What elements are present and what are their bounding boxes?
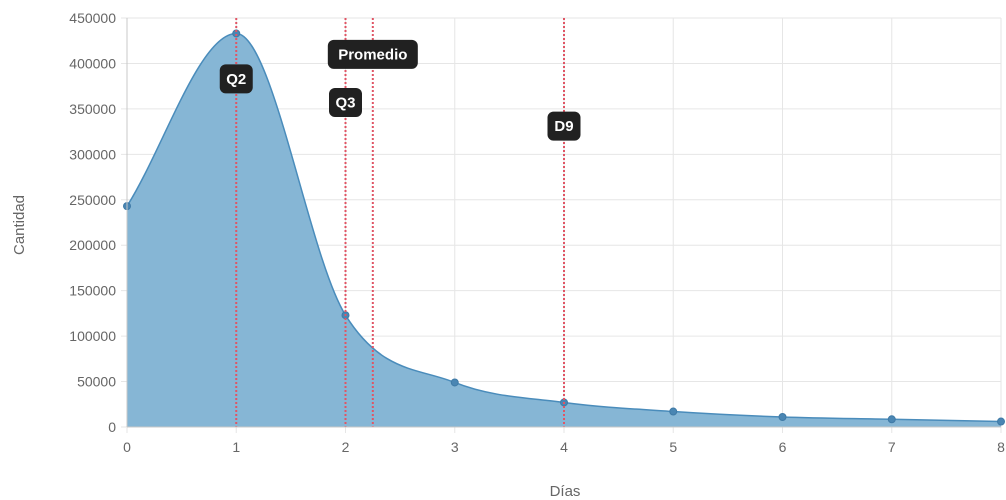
data-point[interactable] (669, 407, 678, 416)
y-tick-label: 100000 (69, 328, 116, 344)
annotations: Q2 Q3 Promedio D9 (219, 18, 581, 427)
data-point[interactable] (778, 413, 787, 422)
y-tick-label: 50000 (77, 374, 116, 390)
series-line (126, 32, 1002, 423)
annotation-label-bg (327, 39, 418, 69)
y-tick-label: 350000 (69, 101, 116, 117)
data-point[interactable] (232, 29, 241, 38)
axes: 0 50000 100000 150000 200000 250000 300000 3500… (69, 10, 1005, 455)
y-axis-title: Cantidad (11, 195, 28, 255)
x-tick-label: 8 (997, 439, 1005, 455)
x-tick-label: 2 (342, 439, 350, 455)
data-point[interactable] (887, 415, 896, 424)
y-tick-label: 250000 (69, 192, 116, 208)
x-tick-label: 0 (123, 439, 131, 455)
data-point[interactable] (997, 417, 1005, 426)
annotation-label-bg (219, 64, 253, 94)
area-fill (127, 33, 1001, 427)
x-tick-label: 6 (779, 439, 787, 455)
y-tick-label: 200000 (69, 237, 116, 253)
y-tick-label: 150000 (69, 283, 116, 299)
x-tick-label: 3 (451, 439, 459, 455)
x-tick-label: 4 (560, 439, 568, 455)
x-tick-label: 5 (669, 439, 677, 455)
series-area (126, 32, 1002, 427)
annotation-label: Q3 (335, 95, 355, 112)
annotation-label: Promedio (338, 46, 407, 63)
annotation-label-bg (329, 88, 362, 118)
annotation-label: D9 (554, 118, 573, 135)
y-tick-label: 300000 (69, 146, 116, 162)
x-axis-title: Días (550, 483, 581, 500)
y-tick-label: 0 (108, 419, 116, 435)
annotation-label-bg (547, 111, 581, 141)
annotation-label: Q2 (226, 71, 246, 88)
x-tick-label: 7 (888, 439, 896, 455)
data-point[interactable] (450, 378, 459, 387)
x-tick-label: 1 (232, 439, 240, 455)
y-tick-label: 400000 (69, 55, 116, 71)
y-tick-label: 450000 (69, 10, 116, 26)
